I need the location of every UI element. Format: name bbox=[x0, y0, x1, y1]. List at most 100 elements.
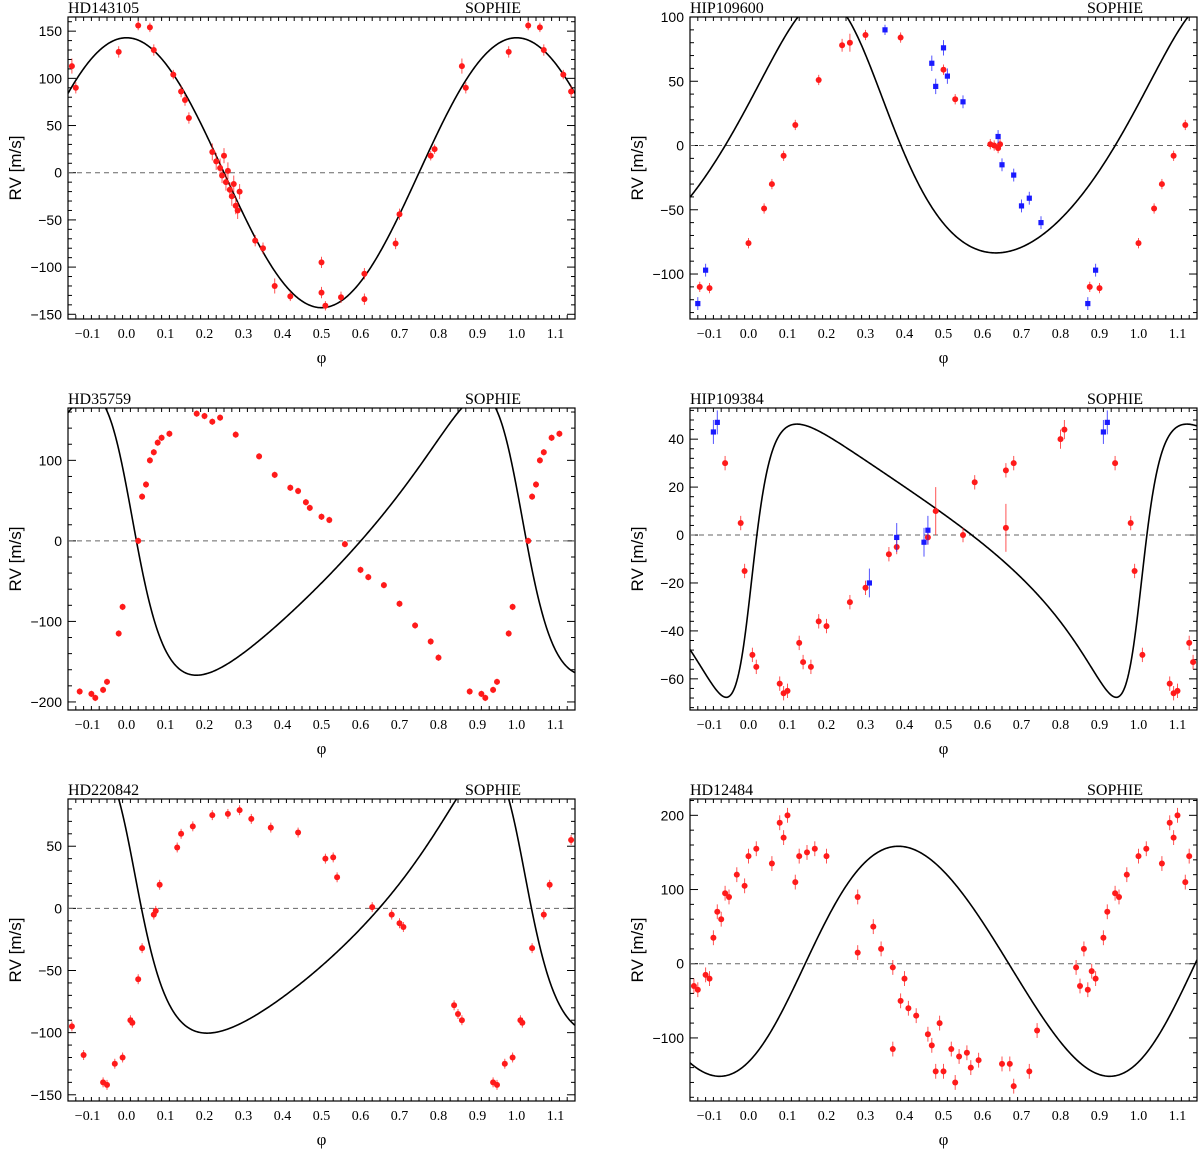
x-tick-label: 0.8 bbox=[1052, 327, 1070, 342]
data-point-sophie bbox=[1112, 890, 1119, 897]
x-tick-label: 0.7 bbox=[1013, 327, 1031, 342]
data-point-sophie bbox=[455, 1011, 461, 1018]
data-point-sophie bbox=[201, 413, 208, 420]
data-point-sophie bbox=[1092, 975, 1099, 982]
plot-frame bbox=[689, 798, 1198, 1102]
x-axis-label: φ bbox=[317, 348, 327, 367]
x-tick-label: 1.0 bbox=[1130, 1109, 1148, 1124]
data-point-sophie bbox=[458, 1017, 465, 1024]
data-point-sophie bbox=[540, 449, 547, 456]
plot-frame bbox=[67, 798, 576, 1102]
data-point-sophie bbox=[889, 1046, 896, 1053]
data-point-sophie bbox=[189, 823, 196, 830]
data-point-sophie bbox=[722, 890, 729, 897]
data-point-sophie bbox=[905, 1005, 912, 1012]
data-point-sophie bbox=[119, 1054, 126, 1061]
data-point-sophie bbox=[696, 283, 703, 290]
x-tick-label: 0.0 bbox=[740, 327, 758, 342]
y-tick-label: −40 bbox=[660, 623, 684, 639]
data-point-elodie bbox=[933, 83, 939, 89]
x-tick-label: 0.1 bbox=[779, 1109, 797, 1124]
data-point-sophie bbox=[885, 551, 892, 558]
data-point-sophie bbox=[135, 22, 142, 29]
data-point-sophie bbox=[792, 121, 799, 128]
data-point-sophie bbox=[540, 47, 547, 54]
data-point-elodie bbox=[866, 580, 872, 586]
x-tick-label: 0.1 bbox=[157, 327, 175, 342]
y-tick-label: 50 bbox=[46, 118, 62, 134]
data-point-sophie bbox=[271, 471, 278, 478]
data-point-sophie bbox=[780, 152, 787, 159]
data-point-sophie bbox=[466, 688, 473, 695]
data-point-sophie bbox=[815, 618, 822, 625]
data-point-sophie bbox=[753, 845, 760, 852]
data-point-sophie bbox=[326, 516, 333, 523]
data-point-sophie bbox=[209, 812, 216, 819]
y-axis-label: RV [m/s] bbox=[628, 136, 647, 201]
data-point-sophie bbox=[154, 439, 161, 446]
y-tick-label: 100 bbox=[39, 70, 63, 86]
data-point-elodie bbox=[925, 527, 931, 533]
data-point-sophie bbox=[72, 84, 79, 91]
data-point-sophie bbox=[115, 48, 122, 55]
data-point-sophie bbox=[807, 663, 814, 670]
y-tick-label: −100 bbox=[652, 266, 684, 282]
x-tick-label: 0.9 bbox=[1091, 327, 1109, 342]
x-tick-label: 0.7 bbox=[391, 1109, 409, 1124]
data-point-sophie bbox=[166, 430, 173, 437]
data-point-sophie bbox=[158, 434, 165, 441]
rv-panel-hd220842: −0.1 0.0 0.1 0.2 0.3 0.4 0.5 0.6 0.7 0.8 0.9 1.0 1.1… bbox=[6, 782, 576, 1149]
instrument-label: SOPHIE bbox=[465, 391, 521, 408]
data-point-sophie bbox=[209, 148, 216, 155]
y-tick-label: 0 bbox=[676, 956, 684, 972]
data-point-sophie bbox=[529, 945, 536, 952]
data-point-sophie bbox=[796, 853, 803, 860]
data-points bbox=[695, 24, 1189, 311]
x-tick-label: −0.1 bbox=[697, 327, 722, 342]
data-point-sophie bbox=[975, 1057, 982, 1064]
data-point-sophie bbox=[322, 302, 329, 309]
data-point-sophie bbox=[462, 84, 469, 91]
x-tick-label: −0.1 bbox=[697, 1109, 722, 1124]
data-point-sophie bbox=[560, 71, 567, 78]
data-point-sophie bbox=[792, 879, 799, 886]
x-tick-label: 1.1 bbox=[547, 327, 565, 342]
x-tick-label: 0.5 bbox=[935, 1109, 953, 1124]
x-tick-label: 0.6 bbox=[352, 1109, 370, 1124]
y-tick-label: −60 bbox=[660, 671, 684, 687]
data-point-sophie bbox=[129, 1019, 136, 1026]
x-tick-label: 0.3 bbox=[235, 718, 253, 733]
data-point-sophie bbox=[932, 508, 939, 515]
data-point-elodie bbox=[944, 73, 950, 79]
x-tick-label: −0.1 bbox=[75, 327, 100, 342]
instrument-label: SOPHIE bbox=[1087, 391, 1143, 408]
x-tick-label: 1.1 bbox=[547, 1109, 565, 1124]
data-point-sophie bbox=[761, 205, 768, 212]
data-point-sophie bbox=[318, 289, 325, 296]
rv-panel-hd12484: −0.1 0.0 0.1 0.2 0.3 0.4 0.5 0.6 0.7 0.8 0.9 1.0 1.1… bbox=[628, 782, 1198, 1149]
data-point-elodie bbox=[894, 534, 900, 541]
data-point-sophie bbox=[236, 807, 243, 814]
y-tick-label: −150 bbox=[30, 1087, 62, 1103]
x-tick-label: 0.4 bbox=[896, 718, 914, 733]
y-tick-label: −150 bbox=[30, 306, 62, 322]
x-tick-label: 0.4 bbox=[274, 327, 292, 342]
data-point-sophie bbox=[1080, 945, 1087, 952]
data-point-sophie bbox=[1104, 908, 1111, 915]
data-point-sophie bbox=[768, 860, 775, 867]
data-point-sophie bbox=[862, 31, 869, 38]
data-point-sophie bbox=[1151, 205, 1158, 212]
x-tick-label: 0.8 bbox=[430, 1109, 448, 1124]
data-point-elodie bbox=[710, 429, 716, 435]
y-tick-label: 0 bbox=[676, 527, 684, 543]
data-point-sophie bbox=[1158, 860, 1165, 867]
data-point-sophie bbox=[768, 181, 775, 188]
data-point-sophie bbox=[174, 844, 181, 851]
data-point-sophie bbox=[1166, 680, 1173, 687]
data-point-sophie bbox=[152, 907, 159, 914]
data-point-sophie bbox=[540, 911, 547, 918]
x-tick-label: 0.0 bbox=[118, 327, 136, 342]
data-point-sophie bbox=[963, 1049, 970, 1056]
data-point-sophie bbox=[104, 1081, 110, 1088]
data-point-sophie bbox=[745, 853, 752, 860]
